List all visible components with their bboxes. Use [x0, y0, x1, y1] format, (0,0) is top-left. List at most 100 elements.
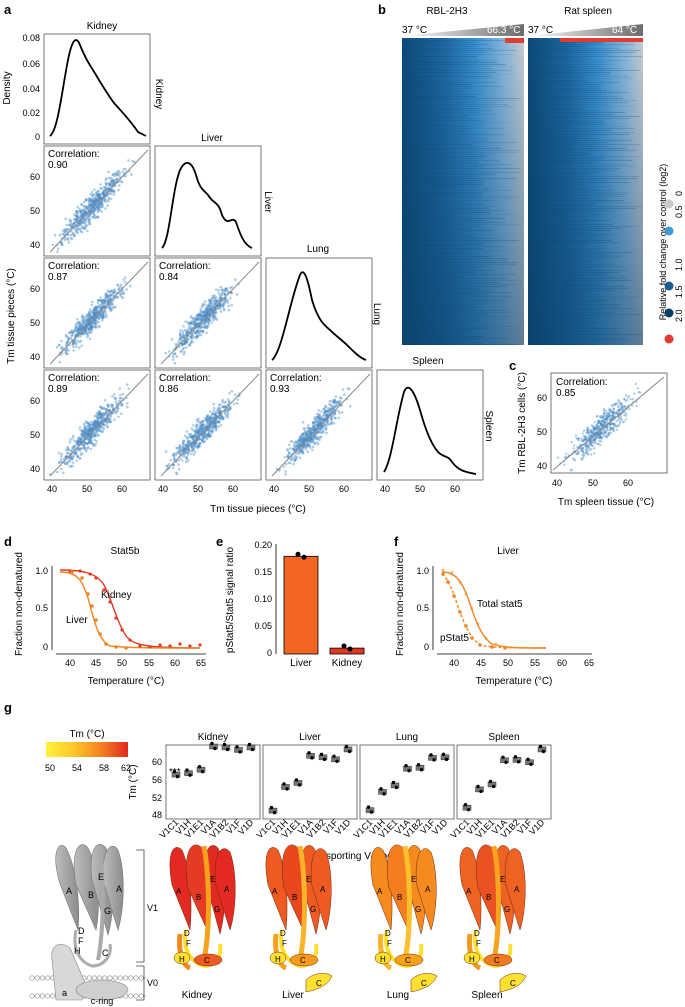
d-xtick: 65: [196, 658, 206, 668]
scatter-point: [106, 193, 109, 196]
c-ytick: 40: [537, 461, 547, 471]
scatter-point: [580, 457, 583, 460]
scatter-point: [88, 213, 91, 216]
scatter-point: [334, 416, 337, 420]
scatter-point: [78, 320, 81, 324]
heatmap-row: [402, 44, 490, 45]
heatmap-row: [528, 134, 630, 135]
scatter-point: [107, 176, 111, 180]
scatter-point: [188, 344, 192, 347]
scatter-point: [88, 203, 92, 207]
scatter-point: [85, 315, 88, 318]
heatmap-row: [528, 128, 635, 129]
c-xlabel: Tm spleen tissue (°C): [558, 497, 654, 508]
scatter-point: [90, 328, 93, 331]
scatter-point: [76, 224, 79, 228]
scatter-point: [95, 194, 99, 197]
scatter-point: [89, 318, 92, 321]
scatter-point: [120, 412, 123, 416]
heatmap-row: [402, 278, 507, 279]
scatter-point: [112, 193, 116, 196]
scatter-point: [99, 405, 103, 409]
scatter-point: [299, 450, 303, 454]
scatter-point: [79, 323, 82, 326]
scatter-point: [164, 450, 168, 454]
scatter-point: [182, 334, 186, 337]
scatter-point: [93, 188, 96, 191]
scatter-point: [57, 451, 61, 455]
scatter-point: [78, 329, 81, 332]
scatter-point: [120, 295, 124, 299]
subunit-letter: D: [280, 929, 286, 938]
heatmap-row: [528, 220, 611, 221]
scatter-point: [110, 179, 113, 182]
panel-d: d Stat5b 1.0 0.5 0 40 45 50 55 60 65 Fra…: [4, 534, 206, 687]
heatmap-row: [402, 252, 469, 253]
scatter-point: [192, 453, 196, 456]
scatter-point: [94, 305, 98, 308]
heatmap-row: [402, 104, 508, 105]
scatter-point: [321, 414, 325, 418]
g-ylabel: Tm (°C): [128, 764, 139, 799]
scatter-point: [104, 207, 107, 210]
scatter-point: [72, 222, 76, 225]
scatter-point: [222, 289, 226, 292]
scatter-point: [110, 189, 113, 192]
scatter-point: [167, 463, 171, 466]
scatter-point: [230, 390, 234, 393]
scatter-point: [195, 334, 199, 338]
heatmap-row: [402, 202, 464, 203]
row-label-liver: Liver: [262, 191, 273, 213]
box-point: [404, 763, 408, 768]
d-point-liver: [124, 646, 128, 650]
lipid-head: [29, 993, 35, 999]
scatter-point: [82, 220, 85, 223]
scatter-point: [326, 411, 330, 415]
heatmap-row: [528, 102, 629, 103]
scatter-point: [72, 345, 75, 349]
temp-left-1: 37 °C: [402, 25, 427, 36]
scatter-point: [98, 411, 101, 415]
scatter-point: [110, 289, 113, 293]
scatter-point: [111, 302, 114, 305]
boxplot-kidney: [171, 741, 256, 779]
box-point: [513, 755, 518, 759]
scatter-point: [107, 305, 111, 309]
scatter-point: [99, 305, 102, 308]
grid-boxes: [43, 33, 484, 481]
scatter-point: [104, 178, 108, 182]
heatmap-row: [528, 266, 622, 267]
scatter-point: [83, 208, 86, 211]
tm-ylabel: Tm tissue pieces (°C): [6, 268, 17, 364]
scatter-point: [593, 421, 597, 424]
scatter-point: [79, 325, 83, 329]
scatter-point: [81, 332, 85, 335]
box-point: [310, 756, 314, 760]
scatter-point: [226, 301, 229, 305]
scatter-point: [74, 345, 78, 348]
scatter-point: [79, 325, 82, 329]
heatmap-row: [402, 50, 517, 51]
scatter-point: [124, 174, 127, 178]
scatter-point: [595, 415, 598, 418]
scatter-point: [118, 288, 121, 292]
scatter-point: [117, 415, 120, 419]
heatmap-row: [528, 78, 634, 79]
scatter-point: [66, 340, 69, 344]
subunit-letter: E: [306, 875, 311, 884]
tm-ytick: 60: [30, 396, 40, 406]
d-point-kidney: [114, 616, 118, 620]
scatter-point: [97, 206, 101, 210]
scatter-point: [217, 406, 220, 410]
scatter-point: [64, 230, 68, 234]
scatter-point: [79, 335, 82, 338]
scatter-point: [112, 181, 116, 185]
tm-xtick: 40: [380, 484, 390, 494]
heatmap-row: [528, 84, 600, 85]
scatter-point: [65, 348, 68, 352]
scatter-point: [102, 316, 106, 319]
heatmap-row: [402, 336, 484, 337]
scatter-point: [298, 456, 302, 460]
scatter-point: [282, 465, 286, 468]
scatter-point: [94, 199, 98, 202]
